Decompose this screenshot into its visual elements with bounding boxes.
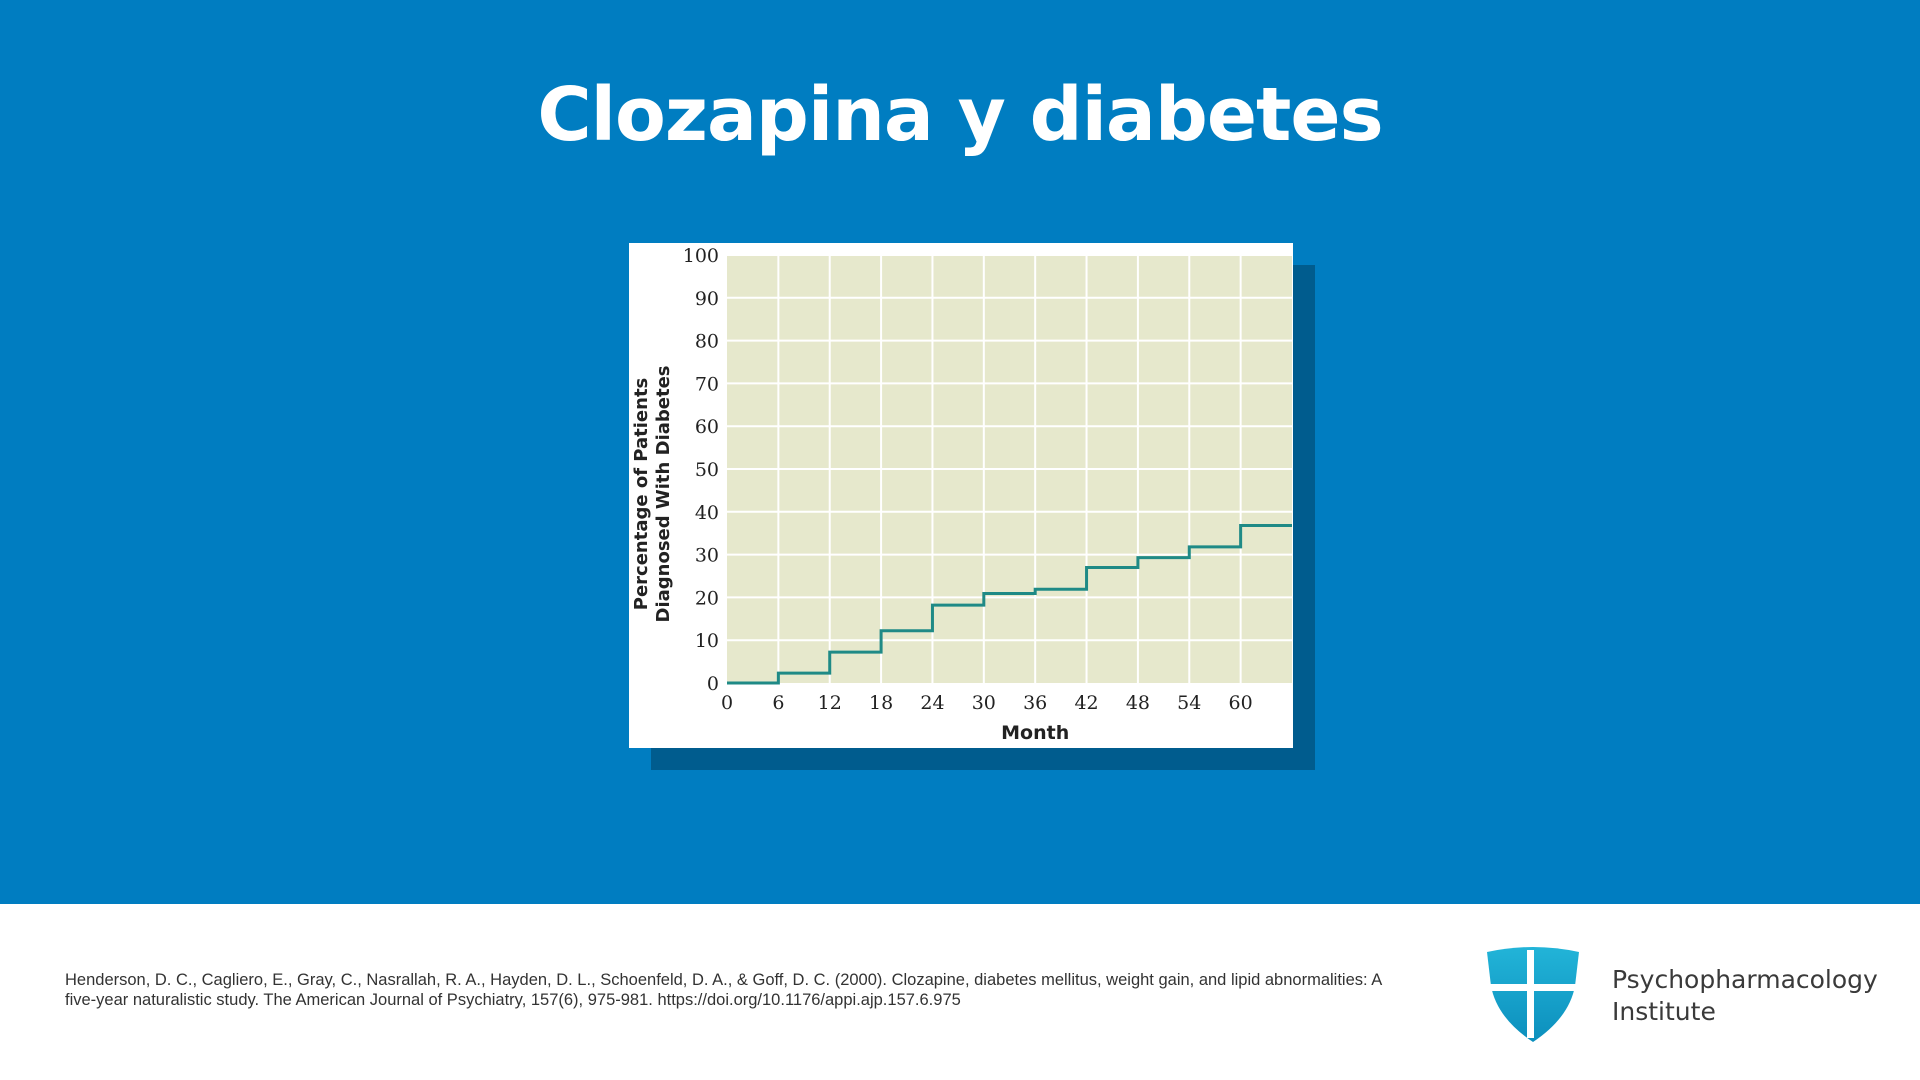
x-tick-label-12: 12 — [818, 692, 842, 714]
y-tick-labels: 0 10 20 30 40 50 60 70 80 90 100 — [683, 245, 719, 695]
y-axis-label-line-2: Diagnosed With Diabetes — [653, 366, 674, 623]
logo-wordmark: Psychopharmacology Institute — [1612, 964, 1878, 1028]
shield-cross-icon — [1487, 947, 1579, 1042]
x-tick-label-48: 48 — [1126, 692, 1150, 714]
x-tick-label-42: 42 — [1074, 692, 1098, 714]
x-tick-label-36: 36 — [1023, 692, 1047, 714]
logo-line-1: Psychopharmacology — [1612, 965, 1878, 994]
x-tick-label-60: 60 — [1229, 692, 1253, 714]
y-tick-label-30: 30 — [695, 545, 719, 567]
y-tick-label-60: 60 — [695, 416, 719, 438]
y-axis-label-line-1: Percentage of Patients — [631, 378, 652, 611]
y-tick-label-10: 10 — [695, 630, 719, 652]
footer: Henderson, D. C., Cagliero, E., Gray, C.… — [0, 904, 1920, 1080]
y-tick-label-50: 50 — [695, 459, 719, 481]
x-tick-label-24: 24 — [920, 692, 944, 714]
y-tick-label-100: 100 — [683, 245, 719, 267]
logo-line-2: Institute — [1612, 997, 1716, 1026]
y-tick-label-90: 90 — [695, 288, 719, 310]
x-tick-labels: 0 6 12 18 24 30 36 42 48 54 60 — [721, 692, 1253, 714]
y-axis-label: Percentage of Patients Diagnosed With Di… — [631, 366, 674, 623]
x-tick-label-30: 30 — [972, 692, 996, 714]
slide-header-area: Clozapina y diabetes 0 10 20 30 40 50 60 70 80 90… — [0, 0, 1920, 904]
y-tick-label-20: 20 — [695, 587, 719, 609]
chart-frame: 0 10 20 30 40 50 60 70 80 90 100 0 6 12 18 24 30 36 42 48 5… — [629, 243, 1293, 748]
x-tick-label-18: 18 — [869, 692, 893, 714]
y-tick-label-40: 40 — [695, 502, 719, 524]
horizontal-gridlines — [727, 254, 1292, 642]
series-step-line — [727, 523, 1292, 685]
x-tick-label-6: 6 — [772, 692, 784, 714]
y-tick-label-0: 0 — [707, 673, 719, 695]
x-tick-label-54: 54 — [1177, 692, 1201, 714]
slide-title: Clozapina y diabetes — [537, 72, 1383, 158]
x-axis-label: Month — [1001, 722, 1069, 744]
y-tick-label-80: 80 — [695, 331, 719, 353]
x-tick-label-0: 0 — [721, 692, 733, 714]
citation-text: Henderson, D. C., Cagliero, E., Gray, C.… — [65, 971, 1382, 1009]
step-chart: 0 10 20 30 40 50 60 70 80 90 100 0 6 12 18 24 30 36 42 48 5… — [631, 245, 1292, 744]
y-tick-label-70: 70 — [695, 373, 719, 395]
